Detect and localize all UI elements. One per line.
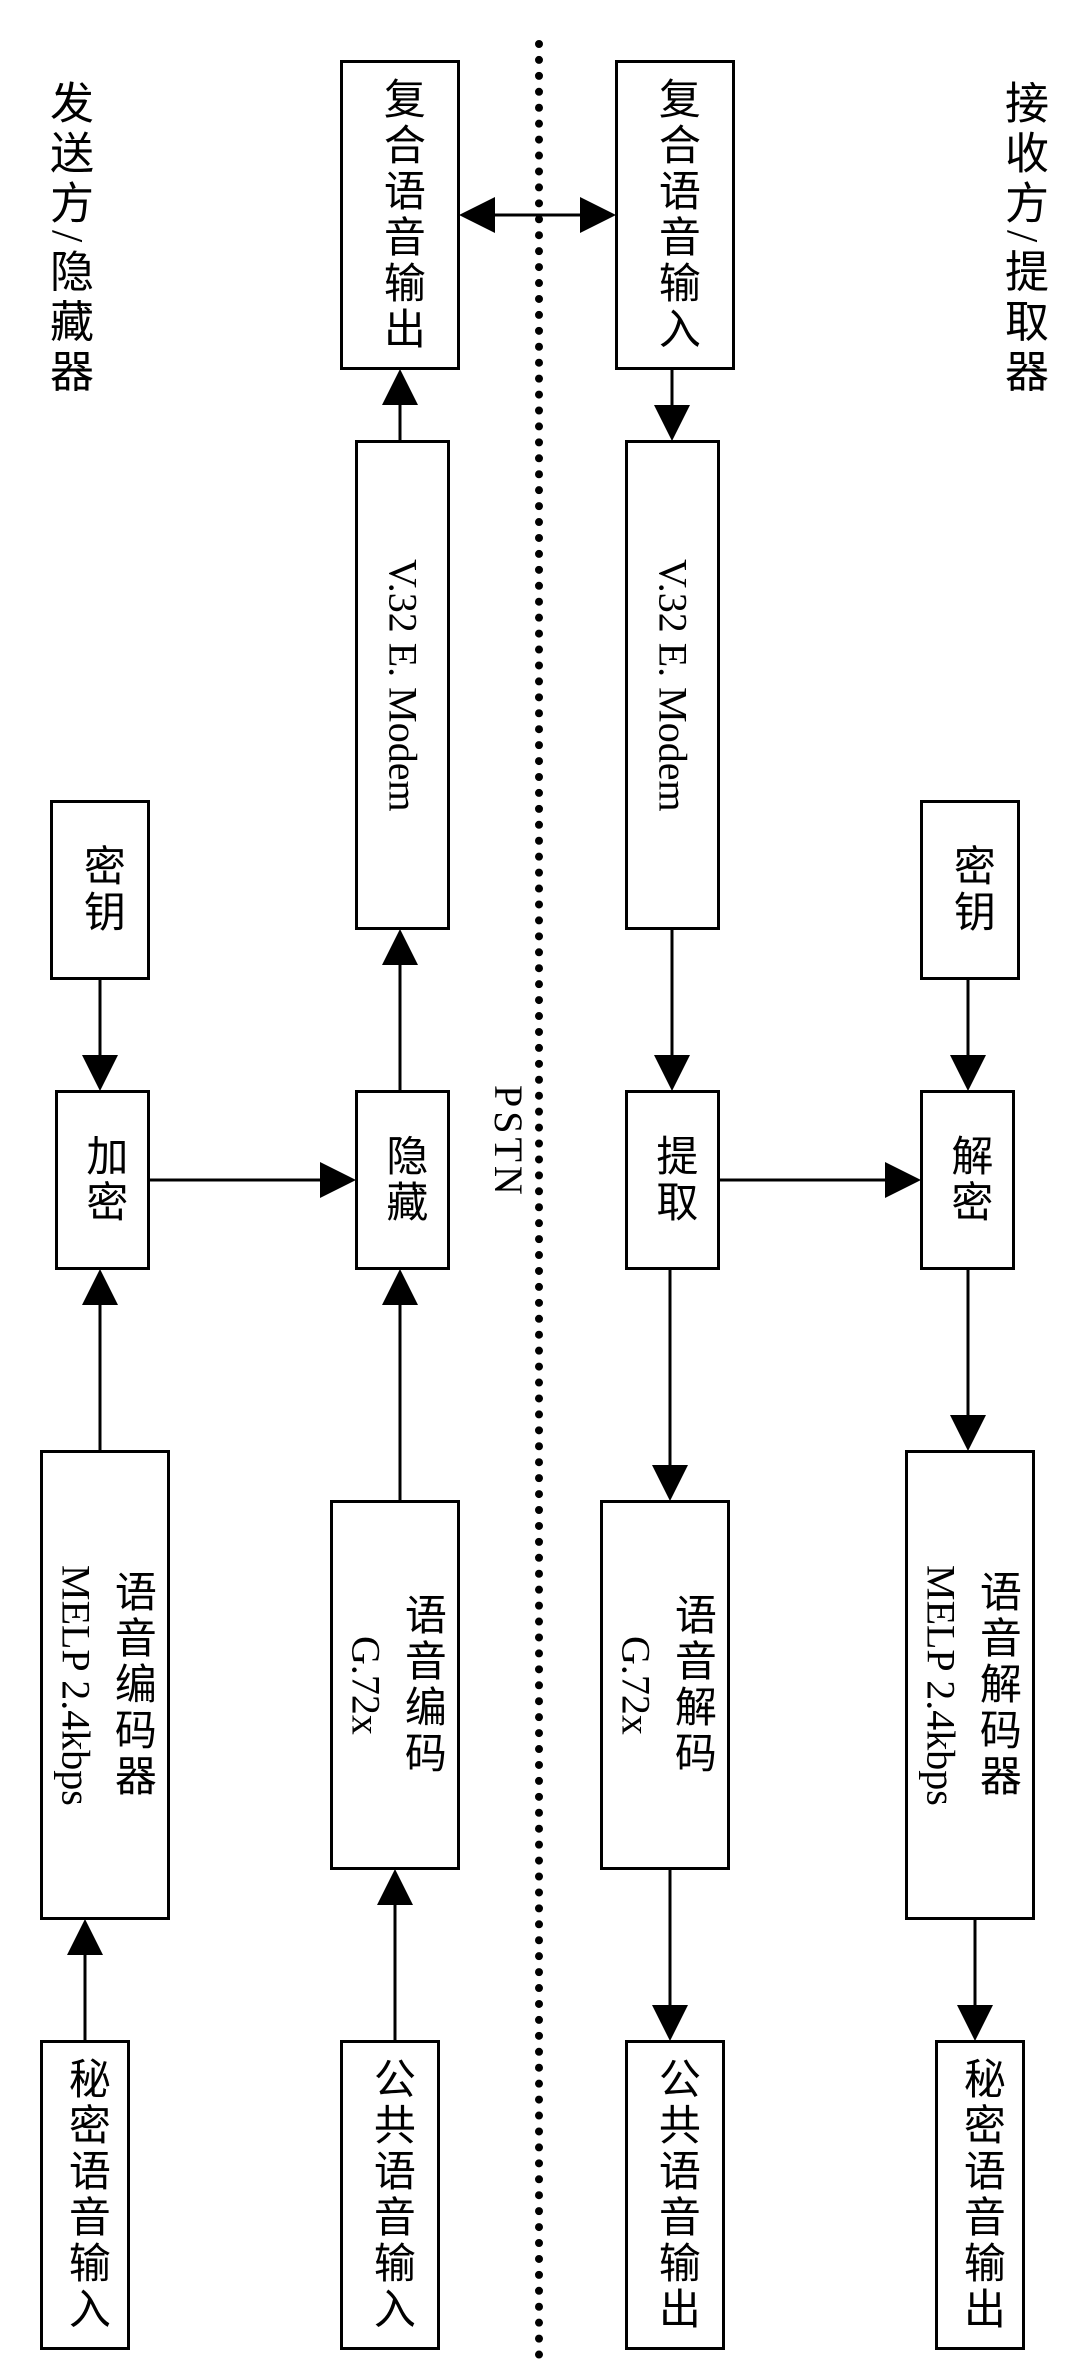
arrows-layer	[0, 0, 1070, 2370]
diagram-canvas: 发送方/隐藏器 接收方/提取器 PSTN 秘密语音输入 MELP 2.4kbps…	[0, 0, 1070, 2370]
